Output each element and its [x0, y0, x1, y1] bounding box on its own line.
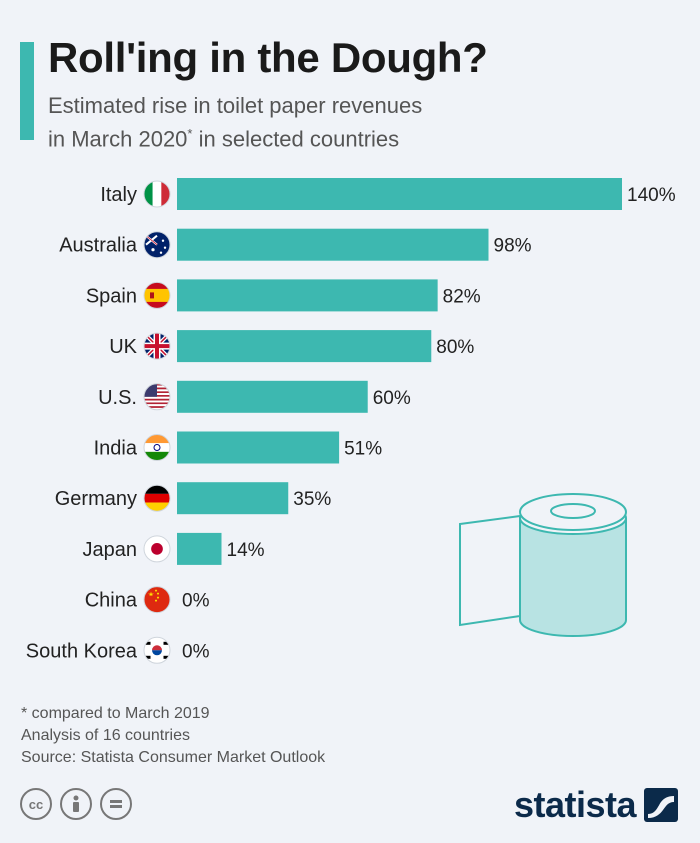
category-label: Germany	[55, 488, 137, 510]
subtitle-line-2-post: in selected countries	[192, 126, 400, 152]
statista-logo-text: statista	[513, 784, 637, 825]
page-title: Roll'ing in the Dough?	[48, 34, 488, 81]
toilet-paper-roll-icon	[459, 493, 627, 637]
category-label: India	[94, 438, 138, 460]
value-label: 51%	[344, 439, 382, 460]
value-label: 98%	[494, 236, 532, 257]
bar	[177, 532, 222, 565]
subtitle-line-2-pre: in March 2020	[48, 126, 188, 152]
category-label: South Korea	[26, 640, 138, 662]
license-icons: cc	[20, 788, 132, 820]
value-label: 35%	[293, 489, 331, 510]
value-label: 60%	[373, 388, 411, 409]
category-label: UK	[109, 336, 137, 358]
bar-chart: Italy 140% Australia 98% Spain 82% UK 80% U.S. 60…	[26, 178, 676, 664]
bar	[177, 228, 489, 261]
category-label: China	[85, 590, 138, 612]
category-label: Italy	[100, 184, 137, 206]
category-label: Spain	[86, 285, 137, 307]
bar-row-9: South Korea 0%	[26, 636, 210, 664]
category-label: U.S.	[98, 387, 137, 409]
south-korea-flag	[143, 636, 171, 664]
bar	[177, 380, 368, 413]
spain-flag	[143, 281, 171, 309]
bar-row-4: U.S. 60%	[98, 380, 411, 413]
india-flag	[143, 434, 171, 461]
by-icon[interactable]	[60, 788, 92, 820]
value-label: 0%	[182, 591, 210, 612]
value-label: 140%	[627, 185, 676, 206]
bar-row-7: Japan 14%	[83, 532, 265, 565]
page-subtitle: Estimated rise in toilet paper revenues …	[48, 92, 608, 153]
bar-row-3: UK 80%	[109, 330, 474, 363]
value-label: 80%	[436, 337, 474, 358]
category-label: Japan	[83, 539, 138, 561]
subtitle-footnote-mark: *	[187, 126, 193, 141]
bar	[177, 482, 289, 515]
bar-row-8: China 0%	[85, 586, 210, 614]
china-flag	[143, 586, 171, 614]
value-label: 82%	[443, 286, 481, 307]
bar-row-5: India 51%	[94, 431, 382, 464]
footnote-compared: * compared to March 2019	[21, 705, 210, 722]
bar	[177, 330, 432, 363]
italy-flag	[143, 180, 171, 208]
statista-logo[interactable]: statista	[514, 784, 678, 826]
bar-row-0: Italy 140%	[100, 178, 676, 210]
bar	[177, 431, 340, 464]
bar	[177, 178, 622, 210]
statista-logo-icon	[644, 788, 678, 822]
bar	[177, 279, 438, 312]
germany-flag	[143, 484, 171, 512]
source-note: Source: Statista Consumer Market Outlook	[21, 749, 326, 766]
bar-row-1: Australia 98%	[59, 228, 532, 261]
bar-row-2: Spain 82%	[86, 279, 481, 312]
australia-flag	[143, 231, 171, 259]
uk-flag	[143, 332, 171, 360]
subtitle-line-1: Estimated rise in toilet paper revenues	[48, 93, 423, 118]
footnotes: * compared to March 2019 Analysis of 16 …	[21, 703, 325, 769]
footnote-analysis: Analysis of 16 countries	[21, 727, 190, 744]
bar-row-6: Germany 35%	[55, 482, 331, 515]
japan-flag	[143, 535, 171, 563]
nd-icon[interactable]	[100, 788, 132, 820]
title-accent-bar	[20, 42, 34, 140]
value-label: 14%	[227, 540, 265, 561]
category-label: Australia	[59, 235, 138, 257]
value-label: 0%	[182, 641, 210, 662]
us-flag	[143, 383, 171, 411]
cc-icon[interactable]: cc	[20, 788, 52, 820]
